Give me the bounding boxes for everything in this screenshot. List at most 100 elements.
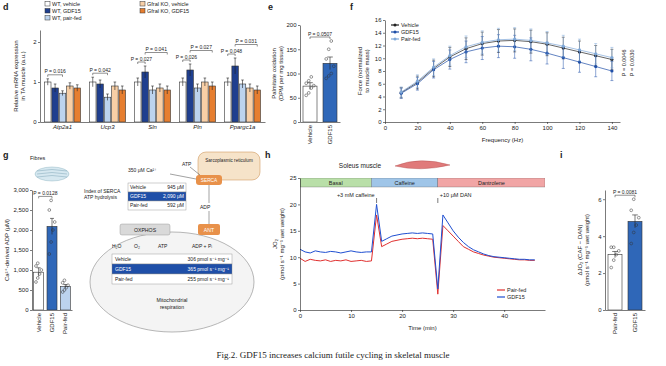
tick-label: GDF15 xyxy=(327,124,333,144)
tick-label: 20 xyxy=(415,125,422,131)
marker xyxy=(497,38,500,41)
error-bar xyxy=(256,86,259,94)
bar xyxy=(209,86,215,122)
tick-label: 2,500 xyxy=(13,207,29,213)
y-axis-title: Relative mRNA expression xyxy=(13,40,19,111)
tick: 16 xyxy=(375,17,385,23)
marker xyxy=(464,45,467,48)
tick-label: 10 xyxy=(290,255,297,261)
fibre xyxy=(37,170,67,172)
error-bar xyxy=(416,75,419,88)
data-point xyxy=(48,209,51,212)
legend-label: Pair-fed xyxy=(507,287,526,293)
data-point xyxy=(630,209,633,212)
respiration-row-value: 306 pmol s⁻¹ mg⁻¹ xyxy=(188,256,230,262)
figure-svg: d012Atp2a1Ucp3SlnPlnPpargc1aRelative mRN… xyxy=(0,0,666,366)
tick-mark xyxy=(30,290,32,291)
legend-swatch xyxy=(391,38,399,39)
sr-label: Sarcoplasmic reticulum xyxy=(205,158,253,163)
error-bar xyxy=(54,84,57,92)
error-bar xyxy=(159,84,162,92)
data-point xyxy=(35,265,38,268)
tick-label: GDF15 xyxy=(632,312,638,332)
error-bar xyxy=(546,31,549,54)
p-value: P = 0.0046 xyxy=(621,50,627,77)
tick: 20 xyxy=(290,202,300,208)
tick-mark xyxy=(603,310,605,311)
index-row xyxy=(128,192,186,201)
data-point xyxy=(612,259,615,262)
tick-label: 0 xyxy=(378,119,382,125)
data-point xyxy=(330,40,333,43)
series-line xyxy=(300,204,535,288)
tick: 2 xyxy=(378,107,385,113)
p-value: P = 0.031 xyxy=(235,38,257,44)
y-axis: 012 xyxy=(33,31,40,126)
chart-title: Soleus muscle xyxy=(339,162,382,169)
comparison-bracket xyxy=(183,60,190,62)
tick-label: Sln xyxy=(148,124,157,130)
fibre xyxy=(37,176,67,178)
p-value: P = 0.027 xyxy=(190,44,212,50)
tick-label: Pair-fed xyxy=(62,313,68,334)
legend-marker xyxy=(394,38,397,41)
tick-mark xyxy=(482,122,483,124)
marker xyxy=(578,48,581,51)
axis-line xyxy=(41,122,266,123)
data-point xyxy=(50,241,53,244)
legend-item: Vehicle xyxy=(391,22,419,28)
tick: Vehicle xyxy=(36,312,42,332)
tick-label: 40 xyxy=(447,125,454,131)
tick-mark xyxy=(603,236,605,237)
data-point xyxy=(38,273,41,276)
tick-mark xyxy=(30,310,32,311)
bar-chart: 05001,0001,5002,0002,5003,000VehicleGDF1… xyxy=(4,187,73,334)
tick-label: 25 xyxy=(290,175,297,181)
arrow xyxy=(190,167,200,175)
data-point xyxy=(310,75,313,78)
comparison-bracket xyxy=(310,37,330,39)
legend-swatch xyxy=(497,289,505,290)
tick-label: Pair-fed xyxy=(612,313,618,334)
error-bar xyxy=(497,28,500,51)
respiration-row-label: Vehicle xyxy=(115,256,131,262)
p-value: P = 0.0081 xyxy=(613,189,637,195)
tick: GDF15 xyxy=(327,124,333,144)
marker xyxy=(481,41,484,44)
phase-label: Dantrolene xyxy=(478,180,505,186)
index-row-value: 2,090 μM xyxy=(163,193,184,199)
tick-mark xyxy=(383,33,385,34)
tick: 1 xyxy=(33,79,40,85)
legend-item: Gfral KO, vehicle xyxy=(140,1,189,7)
tick: Sln xyxy=(148,124,157,130)
comparison-bracket xyxy=(39,196,52,198)
p-value: P = 0.048 xyxy=(221,48,243,54)
data-point xyxy=(610,266,613,269)
tick-label: 4 xyxy=(598,234,602,240)
error-bar xyxy=(578,39,581,61)
y-axis-title: in TA muscle (a.u.) xyxy=(20,51,26,100)
bar xyxy=(149,90,155,122)
event-arrow xyxy=(376,198,377,203)
tick: GDF15 xyxy=(49,312,55,332)
tick-label: 30 xyxy=(450,313,457,319)
data-point xyxy=(325,58,328,61)
axis-line xyxy=(606,310,646,311)
tick-label: 0 xyxy=(384,125,388,131)
tick: 3,000 xyxy=(13,187,32,193)
series-line xyxy=(401,39,612,92)
tick: 0 xyxy=(598,307,605,313)
y-axis-title: Palmitate oxidation xyxy=(271,48,277,99)
phase-band xyxy=(371,178,437,187)
tick: 80 xyxy=(512,122,519,131)
tick-label: 20 xyxy=(290,202,297,208)
tick-mark xyxy=(383,20,385,21)
index-row-label: GDF15 xyxy=(130,193,146,199)
adp-label: ADP xyxy=(200,204,211,210)
panel-letter: i xyxy=(560,150,563,160)
bar xyxy=(59,93,65,122)
tick-label: 2,000 xyxy=(13,227,29,233)
tick-label: 150 xyxy=(286,47,297,53)
data-point xyxy=(36,262,39,265)
legend-item: WT, GDF15 xyxy=(45,8,81,14)
